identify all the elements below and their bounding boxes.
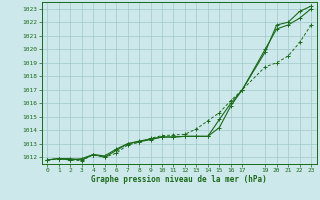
X-axis label: Graphe pression niveau de la mer (hPa): Graphe pression niveau de la mer (hPa) bbox=[91, 175, 267, 184]
